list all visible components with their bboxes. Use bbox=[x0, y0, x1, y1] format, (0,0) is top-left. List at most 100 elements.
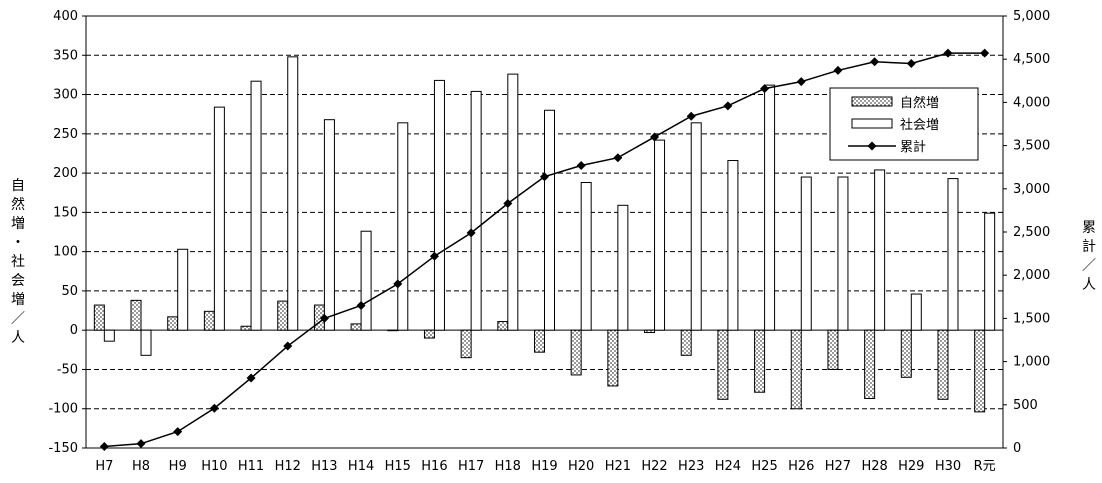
natural-increase-bar bbox=[423, 329, 435, 339]
left-tick-label: 100 bbox=[53, 245, 78, 260]
natural-increase-bar bbox=[717, 329, 729, 400]
left-tick-label: 400 bbox=[53, 9, 78, 24]
social-increase-bar bbox=[764, 84, 776, 331]
x-tick-label: H17 bbox=[458, 459, 484, 474]
natural-increase-bar bbox=[387, 329, 399, 332]
left-tick-label: 250 bbox=[53, 127, 78, 142]
left-axis-title-char: 会 bbox=[11, 273, 25, 289]
social-increase-bar bbox=[213, 106, 225, 331]
x-tick-label: H16 bbox=[421, 459, 447, 474]
cumulative-point bbox=[540, 172, 549, 182]
cumulative-point bbox=[650, 132, 660, 142]
cumulative-point bbox=[576, 160, 586, 170]
cumulative-point bbox=[466, 228, 476, 238]
cumulative-point bbox=[760, 84, 770, 94]
social-increase-bar bbox=[580, 182, 592, 331]
natural-increase-bar bbox=[827, 329, 839, 370]
right-axis-title-char: 累 bbox=[1082, 220, 1096, 236]
right-tick-label: 500 bbox=[1013, 398, 1038, 413]
cumulative-point bbox=[393, 279, 403, 289]
axis-titles: 自然増・社会増／人累計／人 bbox=[11, 178, 1096, 346]
x-tick-label: H23 bbox=[678, 459, 704, 474]
social-increase-bar bbox=[323, 119, 335, 331]
cumulative-point bbox=[980, 48, 990, 58]
cumulative-point bbox=[173, 427, 183, 437]
social-increase-bar bbox=[984, 212, 996, 331]
x-tick-label: H14 bbox=[348, 459, 374, 474]
right-tick-label: 4,500 bbox=[1013, 52, 1050, 67]
cumulative-point bbox=[870, 57, 880, 67]
left-tick-label: 150 bbox=[53, 205, 78, 220]
x-tick-label: R元 bbox=[974, 459, 996, 474]
social-increase-bar bbox=[617, 204, 629, 331]
left-axis-title-char: 社 bbox=[11, 254, 25, 270]
cumulative-point bbox=[906, 59, 916, 69]
natural-increase-bar bbox=[240, 325, 252, 331]
cumulative-point bbox=[686, 111, 696, 121]
right-tick-label: 3,000 bbox=[1013, 182, 1050, 197]
legend-swatch-social bbox=[851, 118, 893, 129]
social-increase-bar bbox=[470, 90, 482, 331]
natural-increase-bar bbox=[570, 329, 582, 376]
right-tick-label: 1,500 bbox=[1013, 311, 1050, 326]
x-tick-label: H24 bbox=[715, 459, 741, 474]
natural-increase-bar bbox=[790, 329, 802, 410]
right-tick-label: 2,500 bbox=[1013, 225, 1050, 240]
x-tick-label: H19 bbox=[531, 459, 557, 474]
social-increase-bar bbox=[103, 329, 115, 342]
x-tick-label: H11 bbox=[238, 459, 264, 474]
x-tick-label: H26 bbox=[788, 459, 814, 474]
natural-increase-bar bbox=[754, 329, 766, 393]
social-increase-bar bbox=[654, 139, 666, 331]
x-tick-label: H18 bbox=[495, 459, 521, 474]
cumulative-point bbox=[833, 65, 843, 75]
left-tick-label: 50 bbox=[61, 284, 78, 299]
social-increase-bar bbox=[727, 160, 739, 331]
natural-increase-bar bbox=[350, 323, 362, 331]
left-tick-label: -50 bbox=[57, 362, 78, 377]
social-increase-bar bbox=[250, 80, 262, 331]
x-tick-label: H15 bbox=[385, 459, 411, 474]
x-tick-label: H13 bbox=[311, 459, 337, 474]
cumulative-point bbox=[246, 373, 256, 383]
social-increase-bar bbox=[177, 248, 189, 331]
social-increase-bar bbox=[287, 56, 299, 331]
social-increase-bar bbox=[837, 176, 849, 331]
natural-increase-bar bbox=[203, 310, 215, 331]
cumulative-point bbox=[429, 251, 439, 261]
legend-swatch-marker bbox=[867, 141, 877, 151]
legend-label-natural: 自然増 bbox=[900, 95, 939, 111]
social-increase-bar bbox=[360, 230, 372, 331]
cumulative-line-layer bbox=[99, 48, 990, 451]
legend-label-social: 社会増 bbox=[900, 117, 939, 133]
natural-increase-bar bbox=[497, 321, 509, 331]
cumulative-point bbox=[319, 313, 329, 323]
cumulative-point bbox=[723, 101, 733, 111]
cumulative-point bbox=[943, 48, 953, 58]
x-tick-label: H27 bbox=[825, 459, 851, 474]
right-axis-title-char: ／ bbox=[1082, 258, 1096, 274]
right-tick-label: 4,000 bbox=[1013, 95, 1050, 110]
legend-label-cumulative: 累計 bbox=[900, 139, 926, 155]
left-axis-title-char: 増 bbox=[11, 292, 25, 308]
natural-increase-bar bbox=[607, 329, 619, 387]
x-tick-label: H8 bbox=[132, 459, 150, 474]
left-tick-label: -150 bbox=[48, 441, 78, 456]
left-axis-ticks: 400 350 300 250 200 150 100 50 0 -50 -100 -150 bbox=[48, 9, 86, 456]
x-tick-label: H12 bbox=[275, 459, 301, 474]
social-increase-bar bbox=[910, 293, 922, 331]
x-axis-ticks: H7 H8 H9 H10 H11 H12 H13 H14 H15 H16 H17 H18 H19 H20 H… bbox=[95, 459, 995, 474]
x-tick-label: H25 bbox=[751, 459, 777, 474]
x-tick-label: H30 bbox=[935, 459, 961, 474]
right-tick-label: 5,000 bbox=[1013, 9, 1050, 24]
x-tick-label: H22 bbox=[641, 459, 667, 474]
right-tick-label: 0 bbox=[1013, 441, 1021, 456]
cumulative-point bbox=[356, 300, 366, 310]
social-increase-bar bbox=[874, 169, 886, 331]
natural-increase-bar bbox=[974, 329, 986, 413]
social-increase-bar bbox=[433, 79, 445, 331]
natural-increase-bar bbox=[644, 329, 656, 334]
natural-increase-bar bbox=[460, 329, 472, 359]
natural-increase-bar bbox=[93, 304, 105, 331]
